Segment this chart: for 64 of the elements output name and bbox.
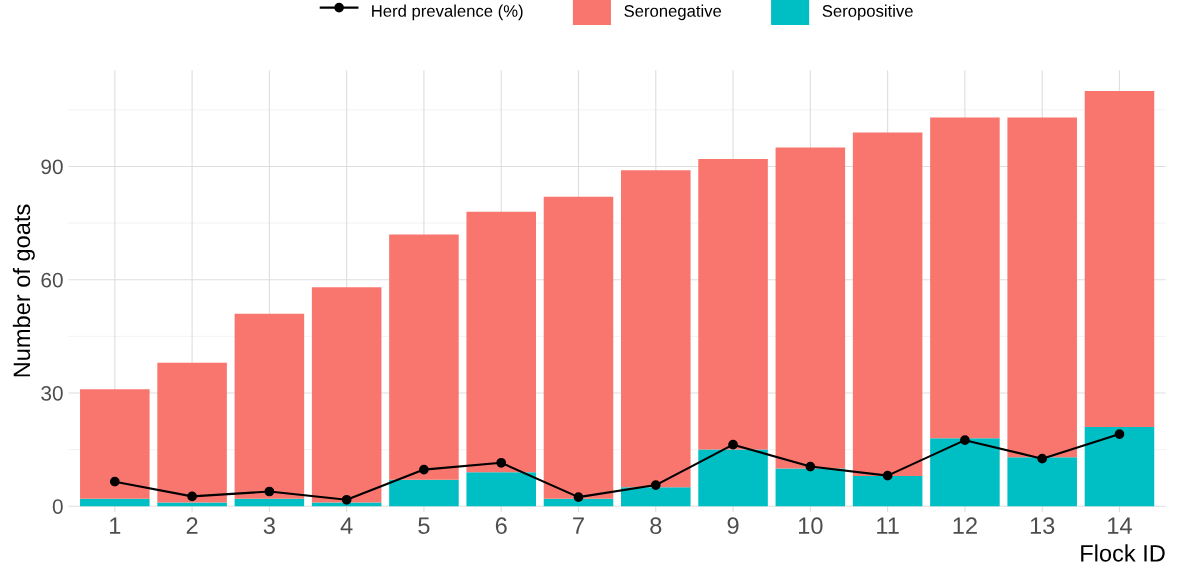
x-tick-label: 6 <box>495 517 507 535</box>
x-tick-label: 4 <box>340 517 353 534</box>
point <box>109 476 120 487</box>
bar <box>775 468 846 507</box>
bar <box>311 287 382 503</box>
bar <box>775 147 846 469</box>
legend-label: Seropositive <box>822 4 913 21</box>
bar <box>621 487 691 507</box>
bar <box>234 498 305 507</box>
bar <box>543 196 614 499</box>
x-tick-label: 5 <box>418 517 430 535</box>
bar <box>466 211 536 473</box>
bar <box>80 389 150 499</box>
y-axis-title: Number of goats <box>12 204 35 377</box>
x-axis-title: Flock ID <box>1081 544 1165 562</box>
bar <box>698 449 768 507</box>
point <box>496 457 507 468</box>
point <box>341 494 352 505</box>
x-tick-label: 11 <box>877 517 899 534</box>
bar <box>466 472 536 507</box>
point <box>805 461 816 472</box>
x-tick-label: 7 <box>573 517 584 534</box>
point <box>728 439 738 450</box>
point <box>187 491 197 502</box>
y-tick-label: 0 <box>52 499 63 514</box>
bar <box>852 476 923 507</box>
x-tick-label: 1 <box>110 517 121 534</box>
bar <box>852 132 923 477</box>
point <box>419 464 429 475</box>
y-tick-label: 60 <box>41 272 63 288</box>
x-tick-label: 3 <box>263 517 275 535</box>
bar <box>930 438 1000 507</box>
bar <box>234 313 305 499</box>
legend-label: Herd prevalence (%) <box>372 4 523 21</box>
bar <box>1007 457 1077 507</box>
x-tick-label: 14 <box>1108 517 1132 534</box>
bar <box>389 234 459 480</box>
bar <box>621 170 691 488</box>
point <box>1037 453 1048 464</box>
bar <box>930 117 1000 439</box>
point <box>882 470 893 481</box>
point <box>1114 429 1125 439</box>
bar <box>1084 90 1155 427</box>
x-tick-label: 13 <box>1030 517 1055 535</box>
point <box>264 486 275 497</box>
x-tick-label: 12 <box>953 517 977 534</box>
x-tick-label: 9 <box>727 517 739 535</box>
x-tick-label: 10 <box>799 517 823 535</box>
y-tick-label: 30 <box>41 385 63 401</box>
point <box>960 435 970 446</box>
point <box>650 480 661 490</box>
x-tick-label: 2 <box>186 517 198 534</box>
bar <box>80 498 150 507</box>
bar <box>157 362 227 503</box>
bar <box>311 502 382 507</box>
legend-label: Seronegative <box>624 4 722 21</box>
x-tick-label: 8 <box>650 517 662 535</box>
bar <box>1007 117 1077 458</box>
bar <box>157 502 227 507</box>
bar <box>1084 426 1155 507</box>
bar <box>389 479 459 507</box>
bar <box>698 158 768 450</box>
point <box>573 492 584 503</box>
y-tick-label: 90 <box>41 159 63 175</box>
